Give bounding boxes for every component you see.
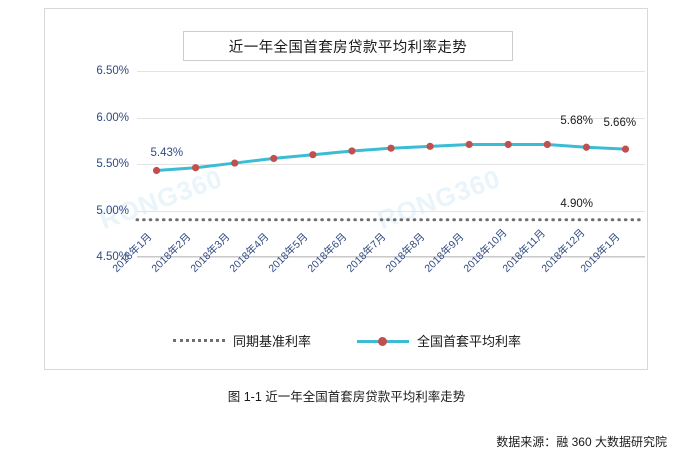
data-point-marker bbox=[270, 154, 278, 163]
chart-title: 近一年全国首套房贷款平均利率走势 bbox=[183, 31, 513, 61]
data-point-marker bbox=[621, 145, 630, 153]
data-point-marker bbox=[309, 151, 317, 159]
data-label-2019-01: 5.66% bbox=[603, 117, 637, 130]
series-layer bbox=[135, 140, 647, 222]
data-label-2018-12: 5.68% bbox=[560, 115, 593, 128]
legend-label-benchmark: 同期基准利率 bbox=[232, 334, 311, 349]
data-point-marker bbox=[192, 164, 200, 172]
gridline-6.00: 6.00% bbox=[96, 112, 645, 124]
legend-item-benchmark[interactable]: 同期基准利率 bbox=[172, 331, 311, 350]
data-label-first: 5.43% bbox=[150, 146, 184, 159]
figure-caption: 图 1-1 近一年全国首套房贷款平均利率走势 bbox=[227, 390, 466, 404]
data-point-marker bbox=[152, 166, 161, 175]
data-point-marker bbox=[348, 147, 356, 155]
legend-item-average[interactable]: 全国首套平均利率 bbox=[357, 331, 521, 350]
ytick-label-5.00: 5.00% bbox=[96, 204, 129, 217]
data-point-marker bbox=[231, 159, 239, 167]
gridline-5.50: 5.50% bbox=[96, 158, 645, 170]
legend-label-average: 全国首套平均利率 bbox=[417, 334, 522, 349]
ytick-label-4.50: 4.50% bbox=[96, 251, 129, 263]
data-point-marker bbox=[426, 142, 434, 150]
x-axis-line bbox=[137, 256, 645, 257]
data-point-marker bbox=[582, 143, 590, 151]
chart-container: 近一年全国首套房贷款平均利率走势 RONG360 RONG360 6.50% 6… bbox=[44, 8, 648, 370]
legend-swatch-line-marker-icon bbox=[357, 336, 409, 346]
plot-area: 6.50% 6.00% 5.50% 5.00% 4.50% 5.43% 5.68… bbox=[96, 65, 647, 263]
data-point-marker bbox=[387, 144, 395, 152]
gridline-5.00: 5.00% bbox=[96, 205, 645, 217]
data-point-marker bbox=[543, 140, 551, 149]
gridline-4.50: 4.50% bbox=[96, 251, 645, 263]
ytick-label-5.50: 5.50% bbox=[96, 158, 129, 170]
ytick-label-6.00: 6.00% bbox=[96, 111, 129, 124]
ytick-label-6.50: 6.50% bbox=[96, 65, 129, 77]
chart-legend: 同期基准利率 全国首套平均利率 bbox=[45, 331, 649, 350]
x-axis-labels: 2018年1月 2018年2月 2018年3月 2018年4月 2018年5月 2018年… bbox=[110, 227, 645, 321]
data-source-note: 数据来源：融 360 大数据研究院 bbox=[496, 435, 667, 449]
data-point-marker bbox=[465, 140, 473, 149]
data-label-benchmark: 4.90% bbox=[560, 197, 593, 210]
gridline-6.50: 6.50% bbox=[96, 65, 645, 77]
legend-swatch-dotted-icon bbox=[172, 339, 225, 342]
data-point-marker bbox=[504, 140, 512, 149]
